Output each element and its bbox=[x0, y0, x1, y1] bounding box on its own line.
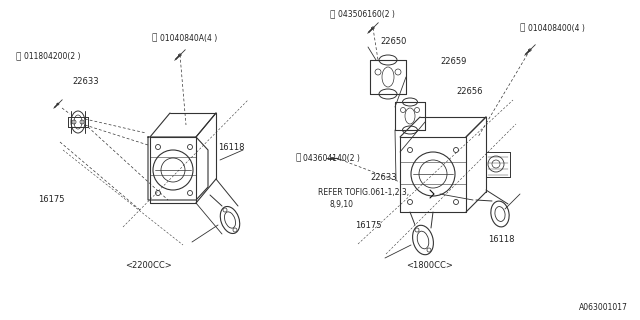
Text: Ⓓ: Ⓓ bbox=[520, 23, 525, 33]
Text: 011804200(2 ): 011804200(2 ) bbox=[24, 52, 81, 61]
Text: 22656: 22656 bbox=[456, 87, 483, 97]
Text: Ⓢ: Ⓢ bbox=[16, 52, 21, 61]
Text: 043604140(2 ): 043604140(2 ) bbox=[303, 154, 360, 163]
Text: 16175: 16175 bbox=[38, 196, 65, 204]
Text: 8,9,10: 8,9,10 bbox=[330, 199, 354, 209]
Text: 010408400(4 ): 010408400(4 ) bbox=[528, 23, 585, 33]
Text: 01040840A(4 ): 01040840A(4 ) bbox=[160, 34, 217, 43]
Text: REFER TOFIG.061-1,2,3,: REFER TOFIG.061-1,2,3, bbox=[318, 188, 409, 196]
Text: Ⓢ: Ⓢ bbox=[295, 154, 300, 163]
Text: 043506160(2 ): 043506160(2 ) bbox=[338, 11, 395, 20]
Text: Ⓓ: Ⓓ bbox=[152, 34, 157, 43]
Text: 22633: 22633 bbox=[370, 173, 397, 182]
Text: 22659: 22659 bbox=[440, 58, 467, 67]
Text: 16118: 16118 bbox=[218, 143, 244, 153]
Text: Ⓢ: Ⓢ bbox=[330, 11, 335, 20]
Text: 16175: 16175 bbox=[355, 220, 381, 229]
Text: A063001017: A063001017 bbox=[579, 303, 628, 313]
Text: <1800CC>: <1800CC> bbox=[406, 260, 453, 269]
Text: 22650: 22650 bbox=[380, 37, 406, 46]
Text: 22633: 22633 bbox=[72, 77, 99, 86]
Text: 16118: 16118 bbox=[488, 236, 515, 244]
Text: <2200CC>: <2200CC> bbox=[125, 260, 172, 269]
